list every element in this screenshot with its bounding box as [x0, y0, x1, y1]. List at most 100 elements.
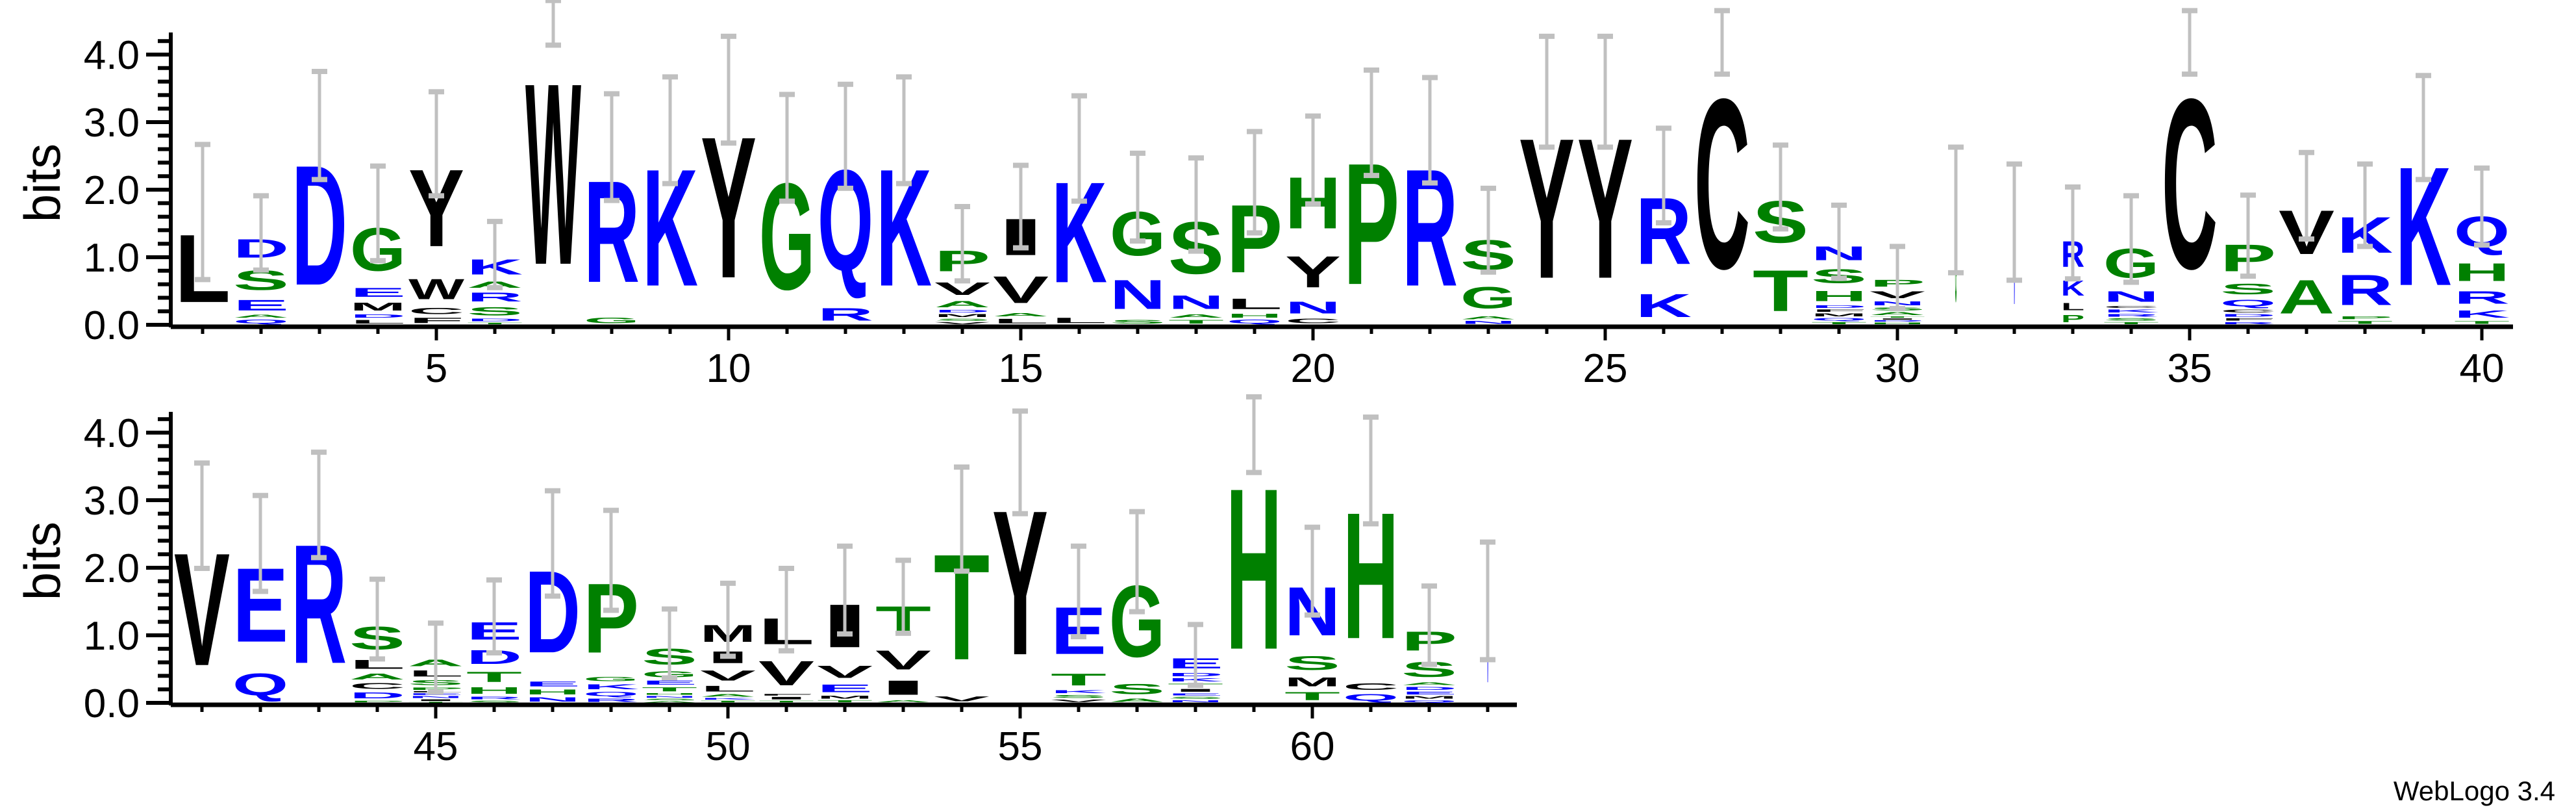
letter-L: L	[1051, 316, 1107, 325]
x-tick-label: 40	[2460, 346, 2505, 391]
letter-S: S	[1051, 694, 1107, 699]
error-bar	[545, 0, 561, 48]
stack-position-29: TQMFDHSN	[1811, 202, 1867, 325]
stack-position-12: RQ	[818, 81, 873, 325]
x-tick-label: 25	[1583, 346, 1628, 391]
letter-R: R	[466, 696, 522, 700]
y-tick-label: 1.0	[84, 236, 140, 281]
y-tick-label: 0.0	[84, 303, 140, 348]
stack-position-1: L	[175, 142, 231, 323]
letter-C: C	[2103, 305, 2159, 309]
y-axis-label: bits	[14, 144, 71, 222]
letter-R: R	[583, 698, 639, 703]
letter-R: R	[2103, 314, 2159, 318]
error-bar	[1305, 113, 1321, 207]
letter-F: F	[1811, 309, 1867, 312]
stack-position-31: G	[1948, 144, 1964, 323]
letter-Q: Q	[233, 319, 289, 325]
error-bar	[2299, 149, 2314, 242]
letter-D: D	[349, 691, 405, 700]
letter-K: K	[2454, 309, 2510, 320]
letter-Q: Q	[1227, 319, 1282, 325]
error-bar	[429, 89, 444, 199]
error-bar	[720, 580, 736, 659]
letter-H: H	[466, 685, 522, 696]
letter-T: T	[467, 322, 523, 325]
letter-A: A	[934, 299, 990, 309]
letter-V: V	[934, 322, 990, 325]
letter-L: L	[1227, 296, 1282, 312]
error-bar	[896, 74, 912, 186]
error-bar	[1714, 8, 1730, 77]
y-tick-label: 2.0	[84, 168, 140, 213]
letter-A: A	[1168, 314, 1224, 319]
letter-S: S	[1284, 652, 1340, 674]
letter-P: P	[349, 700, 405, 703]
error-bar	[487, 218, 503, 290]
error-bar	[2007, 161, 2022, 283]
letter-P: P	[2061, 313, 2084, 325]
letter-V: V	[1051, 699, 1107, 703]
stack-position-43: R	[291, 450, 347, 700]
error-bar	[838, 81, 853, 191]
stack-position-9: K	[642, 74, 698, 322]
letter-S: S	[466, 700, 522, 703]
y-tick-label: 3.0	[84, 101, 140, 146]
letter-A: A	[2279, 270, 2334, 324]
letter-S: S	[2103, 318, 2159, 322]
stack-position-61: QCH	[1343, 414, 1399, 703]
letter-C: C	[408, 306, 464, 316]
stack-position-58: NSEITKDE	[1168, 622, 1223, 703]
stack-position-7: W	[525, 0, 582, 319]
y-tick-label: 1.0	[84, 614, 140, 659]
letter-T: T	[642, 686, 697, 692]
letter-V: V	[934, 695, 990, 703]
letter-T: T	[2454, 320, 2510, 325]
letter-I: I	[1869, 318, 1925, 320]
error-bar	[253, 193, 269, 273]
letter-S: S	[1109, 681, 1165, 697]
error-bar	[1831, 202, 1847, 281]
letter-A: A	[1109, 698, 1165, 703]
letter-L: L	[993, 318, 1049, 325]
stack-position-28: TS	[1753, 142, 1808, 324]
error-bar	[1129, 509, 1145, 615]
letter-G: G	[583, 676, 639, 683]
x-tick-label: 10	[707, 346, 751, 391]
letter-D: D	[2220, 314, 2276, 318]
stack-position-37: AV	[2279, 149, 2334, 324]
error-bar	[1481, 185, 1496, 275]
letter-R: R	[1869, 320, 1925, 322]
letter-C: C	[1694, 47, 1750, 319]
letter-N: N	[1168, 292, 1224, 313]
error-bar	[662, 74, 678, 186]
error-bar	[428, 620, 444, 695]
letter-D: D	[1811, 305, 1867, 309]
stack-position-8: GR	[584, 91, 640, 325]
stack-position-26: KR	[1636, 125, 1692, 324]
error-bar	[2474, 165, 2490, 248]
letter-T: T	[2337, 320, 2393, 325]
letter-R: R	[467, 290, 523, 305]
error-bar	[1012, 408, 1028, 516]
y-tick-label: 4.0	[84, 411, 140, 456]
letter-L: L	[700, 684, 756, 693]
letter-P: P	[2337, 316, 2393, 320]
letter-E: E	[1168, 693, 1223, 696]
letter-D: D	[467, 318, 523, 322]
letter-K: K	[583, 683, 639, 691]
letter-H: H	[1226, 441, 1282, 698]
letter-V: V	[817, 662, 873, 681]
letter-C: C	[2162, 47, 2218, 319]
letter-H: H	[1811, 288, 1867, 304]
letter-H: H	[1869, 322, 1925, 325]
